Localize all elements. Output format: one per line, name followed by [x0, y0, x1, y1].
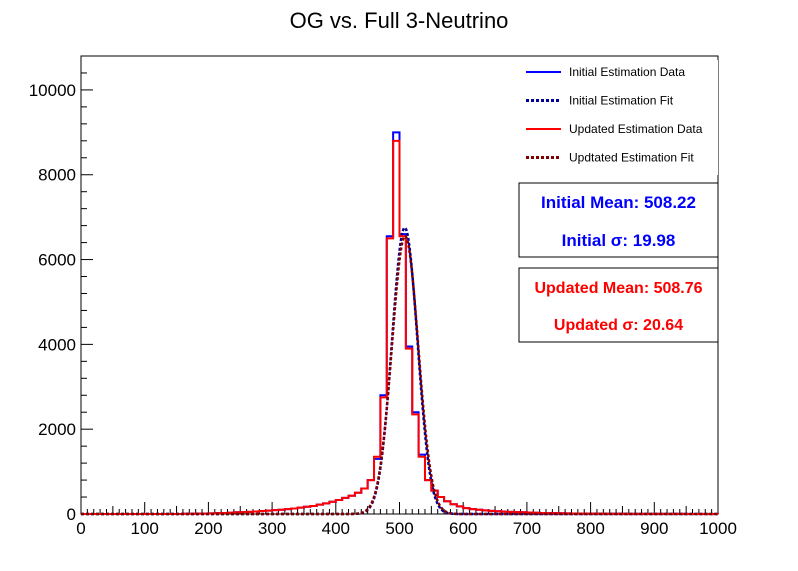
y-tick-label: 6000	[38, 251, 76, 270]
x-tick-label: 400	[322, 519, 350, 538]
initial-stats-frame	[518, 182, 719, 258]
chart-title: OG vs. Full 3-Neutrino	[290, 8, 509, 33]
x-tick-label: 100	[131, 519, 159, 538]
legend-label: Initial Estimation Data	[569, 65, 685, 79]
updated-mean-text: Updated Mean: 508.76	[534, 280, 702, 297]
initial-mean-text: Initial Mean: 508.22	[541, 193, 696, 212]
updated-stats-frame	[518, 267, 719, 343]
legend-label: Initial Estimation Fit	[569, 94, 674, 108]
legend: Initial Estimation Data Initial Estimatio…	[520, 60, 718, 175]
legend-label: Updtated Estimation Fit	[569, 151, 694, 165]
y-tick-label: 10000	[29, 81, 76, 100]
x-tick-label: 1000	[699, 519, 737, 538]
initial-sigma-text: Initial σ: 19.98	[562, 231, 676, 250]
updated-stats-box: Updated Mean: 508.76 Updated σ: 20.64	[518, 267, 719, 343]
updated-sigma-text: Updated σ: 20.64	[554, 317, 683, 334]
x-tick-label: 500	[385, 519, 413, 538]
x-tick-label: 700	[513, 519, 541, 538]
y-tick-label: 0	[67, 505, 76, 524]
legend-label: Updated Estimation Data	[569, 122, 703, 136]
x-tick-label: 800	[576, 519, 604, 538]
y-tick-label: 8000	[38, 166, 76, 185]
legend-box	[520, 60, 718, 175]
initial-stats-box: Initial Mean: 508.22 Initial σ: 19.98	[518, 182, 719, 258]
series-updtated-estimation-fit	[81, 234, 718, 516]
x-tick-label: 600	[449, 519, 477, 538]
y-axis: 0 2000 4000 6000 8000 10000	[29, 55, 93, 524]
x-tick-label: 200	[194, 519, 222, 538]
series-layer	[81, 131, 719, 516]
x-tick-label: 300	[258, 519, 286, 538]
x-tick-label: 900	[640, 519, 668, 538]
y-tick-label: 4000	[38, 335, 76, 354]
x-tick-label: 0	[76, 519, 85, 538]
x-axis: 0 100 200 300 400 500 600 700 800 900 1000	[76, 502, 737, 538]
y-tick-label: 2000	[38, 420, 76, 439]
